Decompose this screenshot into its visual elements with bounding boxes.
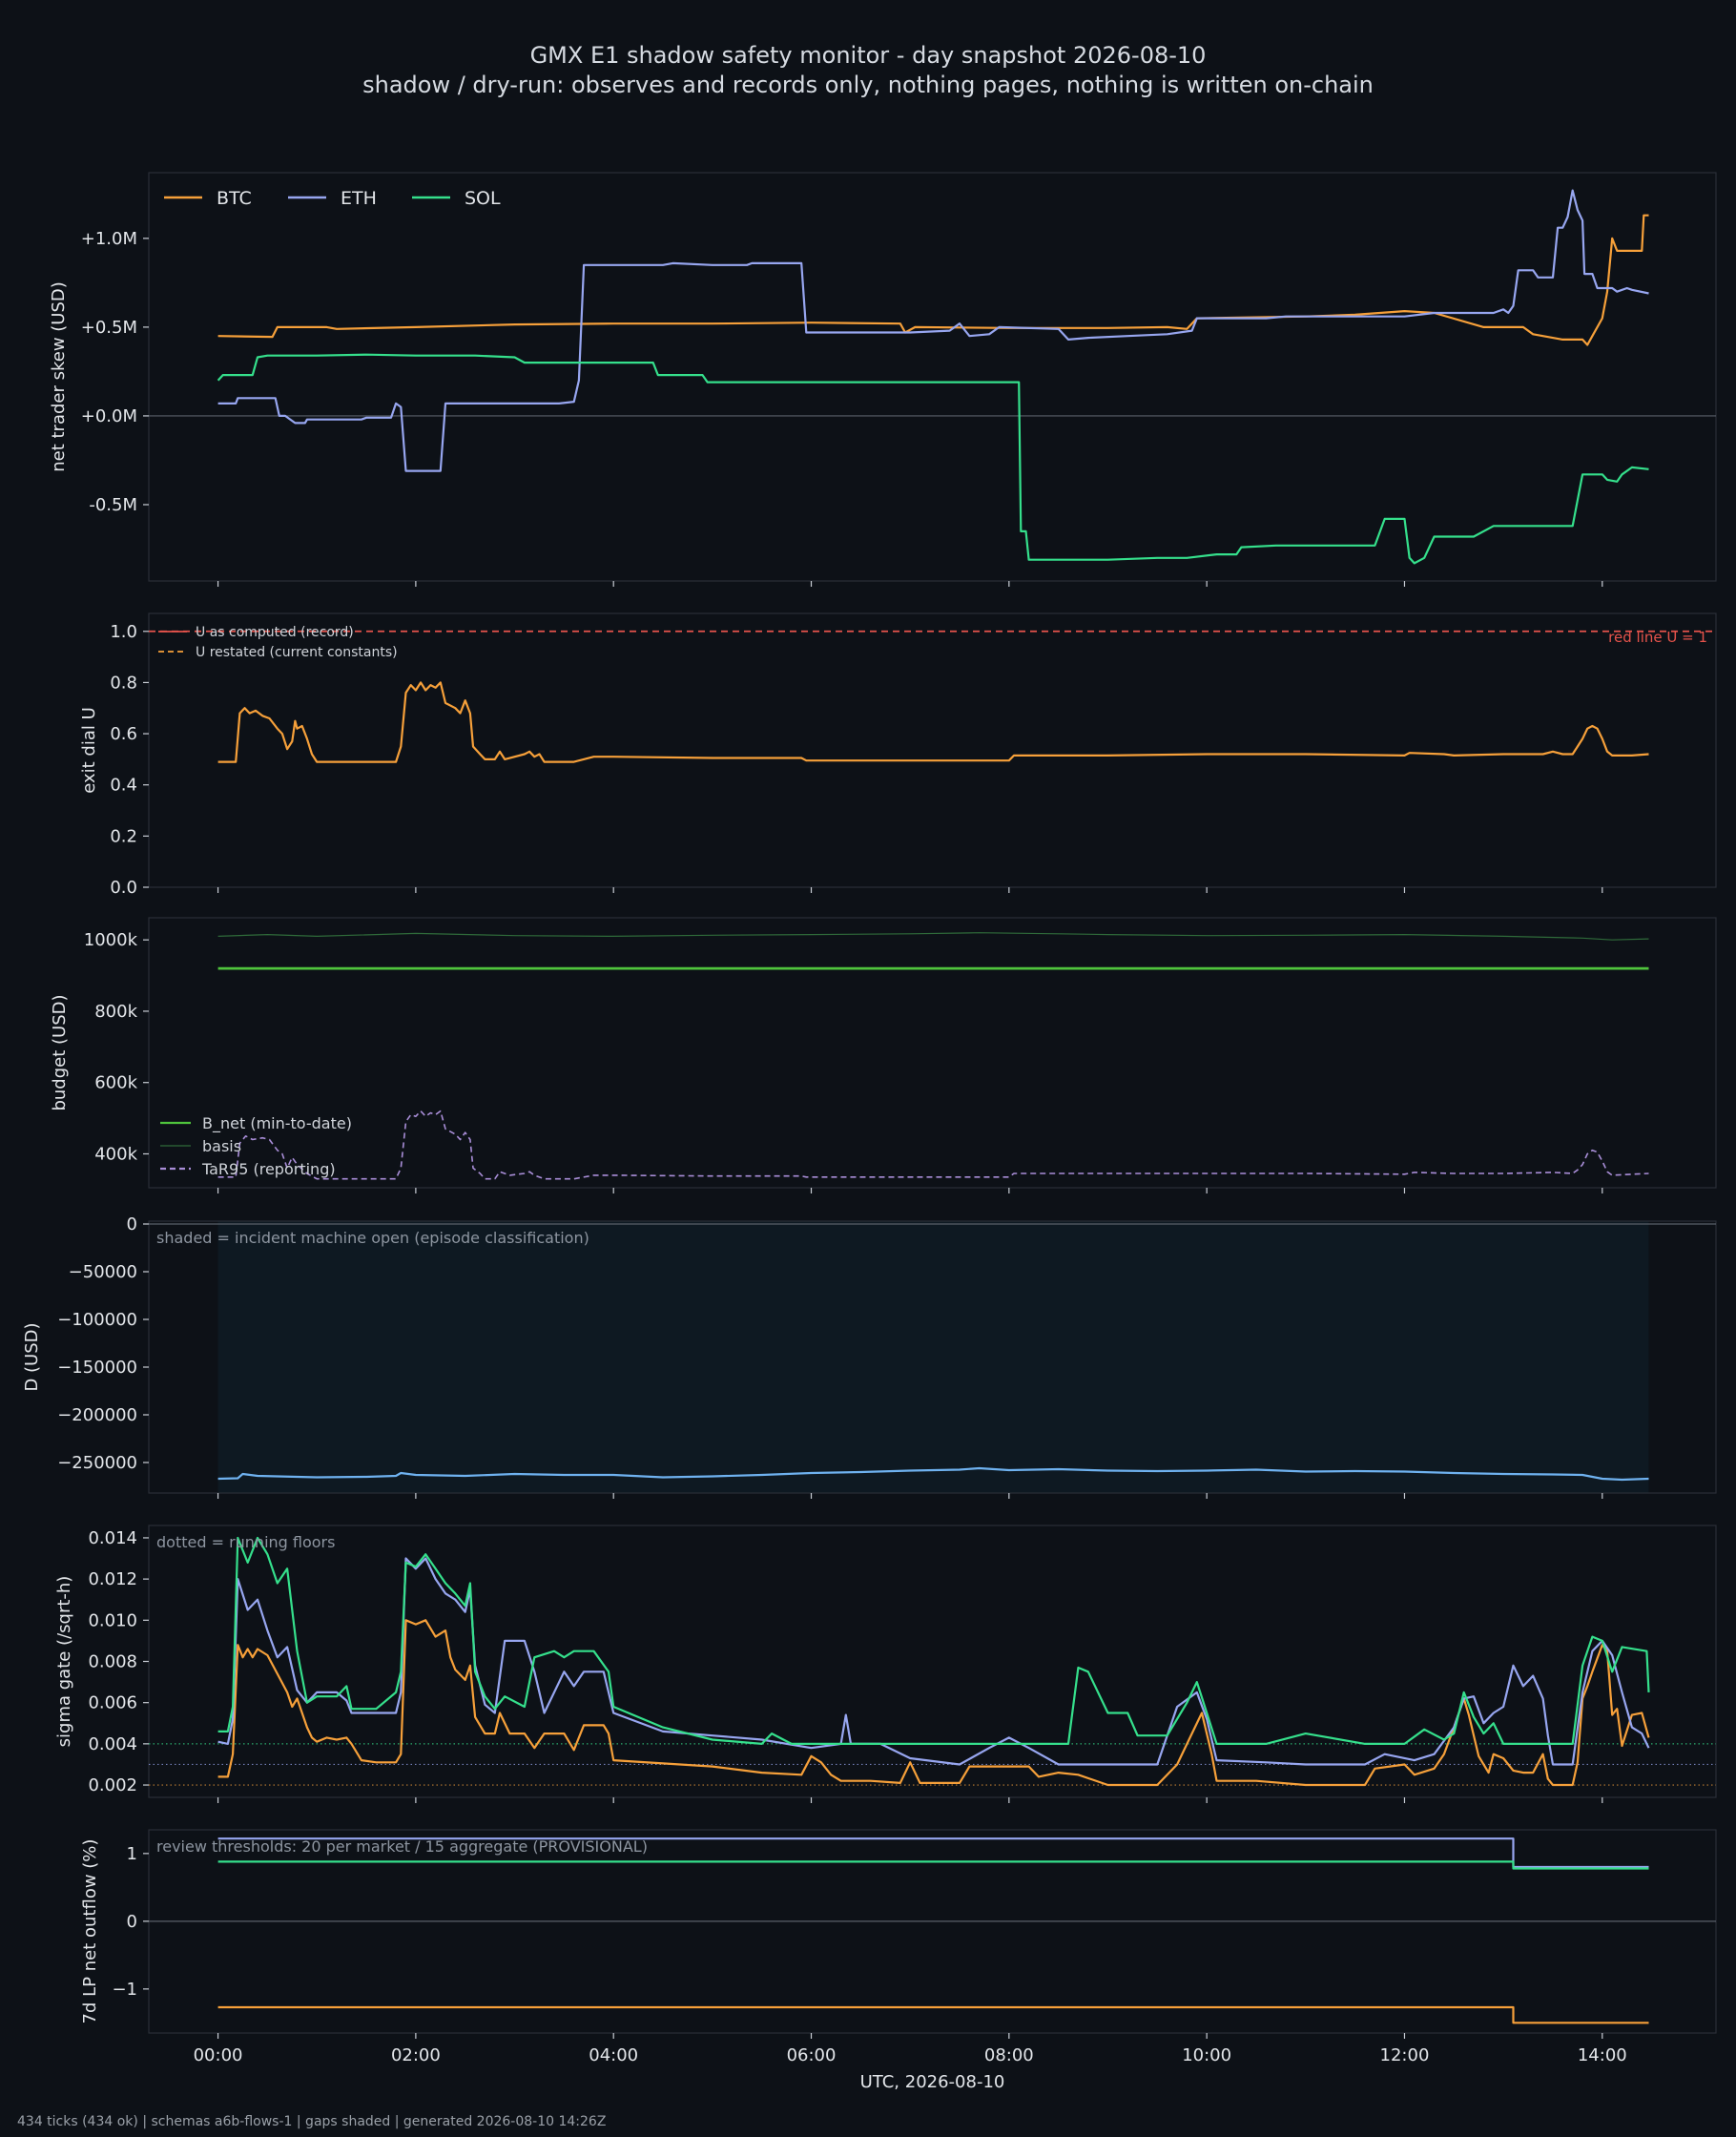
series-line-basis [217,932,1649,941]
series-line-eth [217,189,1649,472]
panel-frame [148,1525,1717,1798]
panel-outflow: 1 0 −1 00:00 02:00 04:00 06:00 08:00 10:00 12:00 1… [80,1829,1717,2065]
legend-label: B_net (min-to-date) [202,1114,352,1133]
footer-text: 434 ticks (434 ok) | schemas a6b-flows-1… [17,2114,606,2129]
figure-title: GMX E1 shadow safety monitor - day snaps… [530,42,1207,69]
y-tick-label: 0.012 [88,1569,137,1589]
y-tick-label: +0.0M [81,406,137,426]
x-tick-label: 10:00 [1182,2045,1231,2065]
series-line-u-as-computed-record- [217,681,1649,763]
panel-note: shaded = incident machine open (episode … [156,1229,589,1247]
series-line-sol [217,1536,1650,1745]
series-line-sol [217,353,1649,565]
y-tick-label: 0.6 [110,724,137,744]
legend-label: U as computed (record) [196,625,354,640]
panel-exit: 0.0 0.2 0.4 0.6 0.8 1.0 exit dial U red line U … [79,612,1717,898]
y-tick-label: 0.006 [88,1693,137,1713]
series-line-sol [217,1860,1649,1870]
y-tick-label: 0 [127,1214,137,1234]
panel-D: 0 −50000 −100000 −150000 −200000 −250000 D (US… [22,1214,1717,1499]
y-axis-label: D (USD) [22,1322,42,1391]
panel-frame [148,612,1717,888]
series-line-d [217,1466,1649,1482]
panel-budget: 400k 600k 800k 1000k budget (USD) B_net (min-… [50,917,1717,1193]
x-axis-label: UTC, 2026-08-10 [860,2072,1005,2092]
y-axis-label: budget (USD) [50,994,70,1110]
y-axis-label: 7d LP net outflow (%) [80,1839,100,2024]
series-line-tar95-reporting- [217,1110,1649,1180]
y-tick-label: 600k [94,1073,137,1093]
series-line-btc [217,214,1649,346]
panel-note: dotted = running floors [156,1533,335,1551]
panel-frame [148,172,1717,582]
panel-sigma: 0.002 0.004 0.006 0.008 0.010 0.012 0.014 sigma… [54,1525,1717,1803]
y-tick-label: 1.0 [110,622,137,642]
y-tick-label: +1.0M [81,229,137,249]
y-axis-label: exit dial U [79,707,99,794]
y-tick-label: 0.2 [110,826,137,846]
y-tick-label: −200000 [57,1405,137,1425]
figure-subtitle: shadow / dry-run: observes and records o… [362,72,1374,98]
y-tick-label: 0 [127,1912,137,1932]
panel-frame [148,1829,1717,2034]
x-tick-label: 06:00 [787,2045,837,2065]
y-axis-label: net trader skew (USD) [49,281,69,472]
legend-label: SOL [465,188,501,209]
x-tick-label: 08:00 [984,2045,1034,2065]
y-tick-label: 0.0 [110,878,137,898]
panel-frame [148,1220,1717,1494]
y-tick-label: 0.008 [88,1652,137,1672]
series-line-btc [217,2005,1649,2024]
y-axis-label: sigma gate (/sqrt-h) [54,1576,74,1748]
series-line-eth [217,1837,1649,1869]
y-tick-label: 0.010 [88,1610,137,1630]
y-tick-label: −1 [112,1980,137,2000]
red-line-label: red line U = 1 [1608,629,1707,646]
legend-label: TaR95 (reporting) [201,1160,336,1178]
panel-frame [148,917,1717,1189]
y-tick-label: 1000k [84,930,138,950]
panel-note: review thresholds: 20 per market / 15 ag… [156,1837,648,1856]
y-tick-label: −150000 [57,1358,137,1378]
y-tick-label: −100000 [57,1310,137,1330]
x-tick-label: 14:00 [1578,2045,1627,2065]
y-tick-label: −250000 [57,1453,137,1473]
y-tick-label: 0.4 [110,776,137,796]
legend-label: BTC [217,188,252,209]
x-tick-label: 12:00 [1380,2045,1430,2065]
x-tick-label: 00:00 [194,2045,243,2065]
legend-label: ETH [341,188,377,209]
y-tick-label: -0.5M [89,495,137,515]
incident-shade [217,1221,1649,1493]
y-tick-label: 0.004 [88,1734,137,1754]
legend-label: U restated (current constants) [196,645,398,660]
y-tick-label: 1 [127,1844,137,1864]
y-tick-label: 0.014 [88,1528,137,1548]
x-tick-label: 02:00 [391,2045,441,2065]
x-tick-label: 04:00 [589,2045,638,2065]
y-tick-label: 0.8 [110,673,137,693]
y-tick-label: 800k [94,1002,137,1022]
y-tick-label: 400k [94,1144,137,1164]
y-tick-label: 0.002 [88,1775,137,1795]
legend-label: basis [202,1137,241,1155]
series-line-btc [217,1619,1650,1787]
panel-skew: +1.0M +0.5M +0.0M -0.5M net trader skew (USD… [49,172,1717,587]
y-tick-label: +0.5M [81,318,137,338]
y-tick-label: −50000 [69,1262,137,1282]
